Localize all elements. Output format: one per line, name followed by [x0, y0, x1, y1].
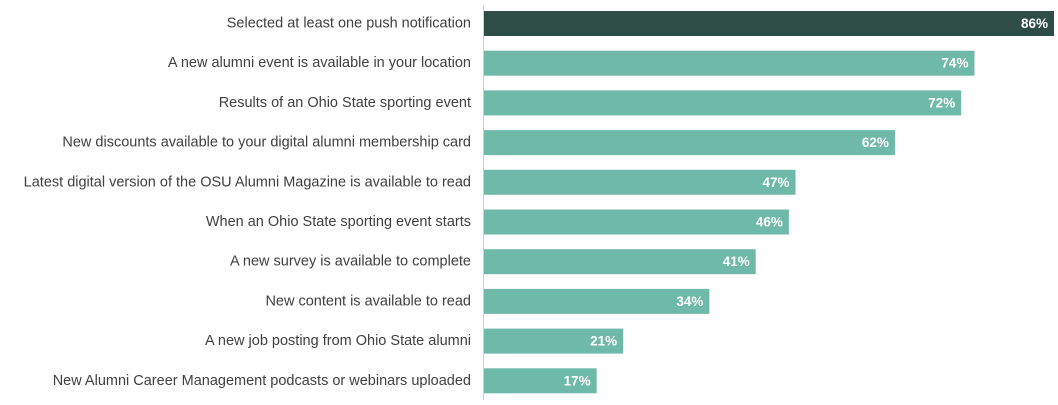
category-label-7: A new survey is available to complete	[230, 254, 471, 270]
data-label-7: 41%	[723, 254, 750, 269]
data-label-5: 47%	[762, 175, 789, 190]
data-label-4: 62%	[862, 135, 889, 150]
bar-7	[484, 249, 756, 275]
bar-9	[484, 328, 624, 354]
bar-3	[484, 90, 962, 116]
category-label-2: A new alumni event is available in your …	[168, 55, 471, 71]
category-label-8: New content is available to read	[265, 293, 471, 309]
bar-1	[484, 11, 1054, 36]
data-label-1: 86%	[1021, 16, 1048, 31]
bar-2	[484, 50, 975, 76]
bars-group	[484, 11, 1054, 394]
category-label-5: Latest digital version of the OSU Alumni…	[24, 174, 471, 190]
data-label-6: 46%	[756, 215, 783, 230]
value-labels-group: 86% 74% 72% 62% 47% 46% 41% 34% 21% 17%	[564, 16, 1048, 388]
bar-5	[484, 169, 796, 195]
category-label-3: Results of an Ohio State sporting event	[219, 95, 471, 111]
bar-10	[484, 368, 597, 394]
category-labels-group: Selected at least one push notification A…	[24, 16, 471, 389]
category-label-4: New discounts available to your digital …	[62, 135, 471, 151]
bar-8	[484, 288, 710, 314]
bar-6	[484, 209, 789, 235]
category-label-10: New Alumni Career Management podcasts or…	[53, 373, 471, 389]
bar-4	[484, 130, 895, 156]
data-label-2: 74%	[941, 56, 968, 71]
category-label-6: When an Ohio State sporting event starts	[206, 214, 471, 230]
data-label-8: 34%	[676, 294, 703, 309]
category-label-1: Selected at least one push notification	[227, 16, 471, 32]
data-label-9: 21%	[590, 334, 617, 349]
data-label-10: 17%	[564, 373, 591, 388]
data-label-3: 72%	[928, 95, 955, 110]
category-label-9: A new job posting from Ohio State alumni	[205, 333, 471, 349]
